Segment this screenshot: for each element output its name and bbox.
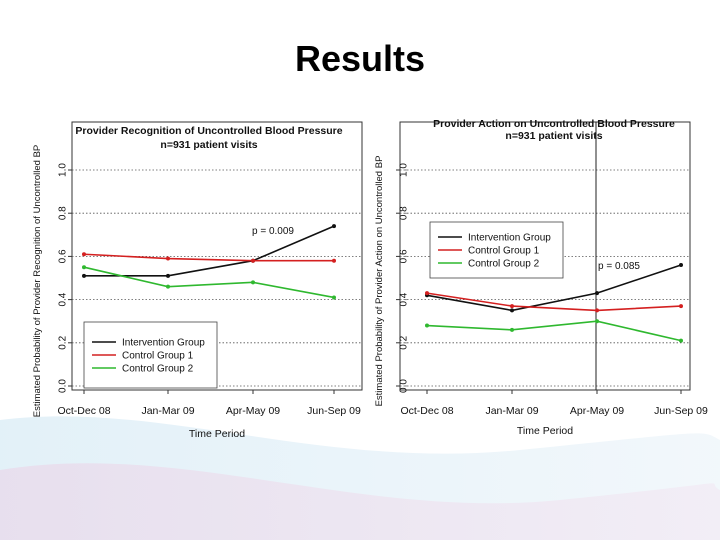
x-tick-label: Jun-Sep 09 (307, 405, 361, 417)
y-tick-label: 0.8 (58, 206, 69, 220)
data-point (251, 280, 255, 285)
x-tick-label: Apr-May 09 (570, 405, 624, 417)
data-point (82, 273, 86, 278)
legend-label: Control Group 2 (468, 259, 540, 270)
y-tick-label: 0.4 (399, 292, 410, 306)
data-point (679, 338, 683, 343)
data-point (510, 304, 514, 309)
legend-label: Intervention Group (122, 338, 205, 349)
x-tick-label: Jan-Mar 09 (141, 405, 194, 417)
data-point (679, 263, 683, 268)
chart-subtitle: n=931 patient visits (160, 139, 257, 151)
y-axis-title: Estimated Probability of Provider Action… (374, 156, 385, 407)
data-point (595, 291, 599, 296)
y-tick-label: 0.2 (58, 335, 69, 349)
data-point (332, 295, 336, 300)
data-point (251, 258, 255, 263)
chart-title: Provider Recognition of Uncontrolled Blo… (75, 125, 342, 137)
y-axis-title: Estimated Probability of Provider Recogn… (32, 145, 43, 417)
p-value-annotation: p = 0.009 (252, 226, 294, 237)
series-line-control2 (426, 320, 682, 342)
x-axis-title: Time Period (517, 425, 573, 437)
series-line-control1 (83, 253, 334, 262)
data-point (166, 284, 170, 289)
legend: Intervention Group Control Group 1 Control… (83, 321, 218, 389)
y-tick-label: 0.6 (58, 249, 69, 263)
data-point (332, 258, 336, 263)
data-point (510, 308, 514, 313)
slide-title: Results (294, 38, 426, 79)
data-point (166, 256, 170, 261)
legend-label: Control Group 1 (122, 351, 194, 362)
data-point (82, 252, 86, 257)
series-line-control2 (83, 266, 335, 299)
legend-label: Control Group 2 (122, 364, 194, 375)
data-point (425, 323, 429, 328)
data-point (679, 304, 683, 309)
chart-subtitle: n=931 patient visits (505, 130, 602, 142)
y-tick-label: 0.6 (399, 249, 410, 263)
x-tick-label: Oct-Dec 08 (57, 405, 110, 417)
data-point (425, 291, 429, 296)
data-point (332, 224, 336, 229)
chart-title: Provider Action on Uncontrolled Blood Pr… (433, 118, 675, 130)
legend-label: Intervention Group (468, 233, 551, 244)
x-tick-label: Jun-Sep 09 (654, 405, 708, 417)
x-tick-label: Apr-May 09 (226, 405, 280, 417)
x-axis-title: Time Period (189, 428, 245, 440)
series-line-intervention (426, 264, 682, 312)
x-tick-label: Jan-Mar 09 (485, 405, 538, 417)
data-point (595, 308, 599, 313)
y-tick-label: 1.0 (399, 163, 410, 177)
data-point (166, 273, 170, 278)
legend-label: Control Group 1 (468, 246, 540, 257)
chart-panel-2: 0.0 0.2 0.4 0.6 0.8 1.0 Oct-Dec 08 Jan-Mar 09 Ap… (374, 118, 708, 437)
series-line-control1 (426, 292, 682, 312)
y-tick-label: 1.0 (58, 163, 69, 177)
background-waves (0, 416, 720, 540)
data-point (82, 265, 86, 270)
chart-panel-1: 0.0 0.2 0.4 0.6 0.8 1.0 Oct-Dec 08 Jan-Mar 09 Ap… (32, 121, 363, 440)
y-tick-label: 0.0 (58, 379, 69, 393)
p-value-annotation: p = 0.085 (598, 261, 640, 272)
legend: Intervention Group Control Group 1 Control… (429, 221, 564, 279)
data-point (510, 327, 514, 332)
x-tick-label: Oct-Dec 08 (400, 405, 453, 417)
y-tick-label: 0.4 (58, 292, 69, 306)
y-tick-label: 0.2 (399, 335, 410, 349)
y-tick-label: 0.8 (399, 206, 410, 220)
data-point (595, 319, 599, 324)
series-line-intervention (84, 225, 335, 277)
y-tick-label: 0.0 (399, 379, 410, 393)
